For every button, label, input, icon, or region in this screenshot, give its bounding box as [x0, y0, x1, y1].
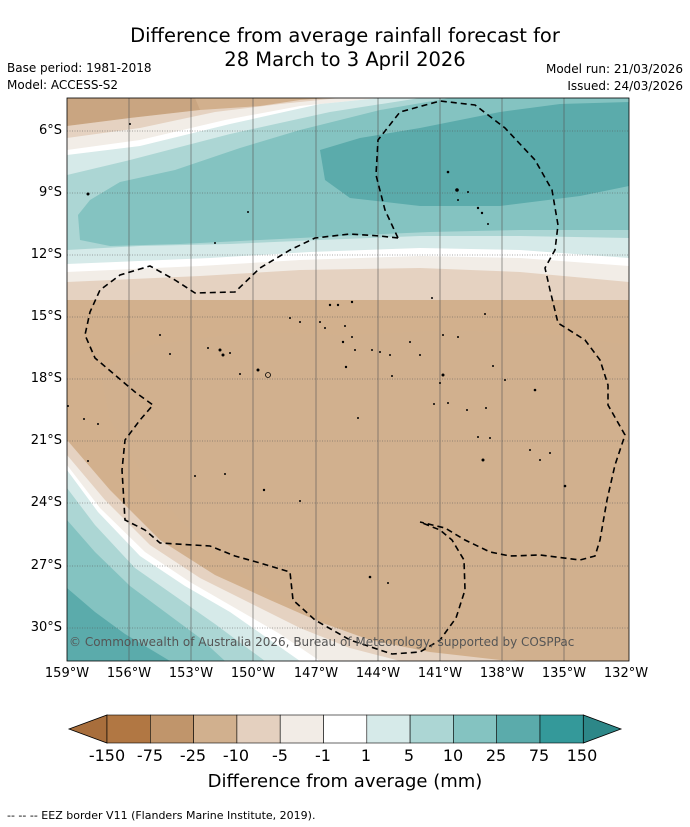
- colorbar-tick-label: -150: [88, 746, 126, 765]
- lon-label: 159°W: [44, 666, 90, 681]
- colorbar-tick-label: -10: [222, 746, 250, 765]
- colorbar-swatch: [409, 714, 454, 744]
- wet-band-south-4: [67, 588, 170, 661]
- colorbar-tick-label: -5: [272, 746, 288, 765]
- lon-label: 141°W: [417, 666, 463, 681]
- colorbar-swatch: [193, 714, 238, 744]
- colorbar-extend-low: [67, 714, 108, 744]
- lat-label: 21°S: [30, 433, 62, 448]
- model-name: Model: ACCESS-S2: [7, 78, 119, 92]
- lat-label: 6°S: [38, 123, 62, 138]
- lat-label: 30°S: [30, 620, 62, 635]
- islands: [67, 123, 567, 584]
- colorbar-swatch: [323, 714, 368, 744]
- colorbar-swatch: [106, 714, 151, 744]
- colorbar-tick-label: -75: [136, 746, 164, 765]
- colorbar-swatch: [496, 714, 541, 744]
- lat-label: 15°S: [30, 309, 62, 324]
- latitude-gridlines: [67, 130, 629, 629]
- lon-label: 135°W: [541, 666, 587, 681]
- copyright-notice: © Commonwealth of Australia 2026, Bureau…: [69, 635, 574, 649]
- atoll-outline: [265, 372, 271, 378]
- base-period: Base period: 1981-2018: [7, 61, 152, 75]
- colorbar-tick-label: -25: [179, 746, 207, 765]
- title-line-1: Difference from average rainfall forecas…: [130, 24, 560, 47]
- colorbar-tick-label: -1: [315, 746, 331, 765]
- colorbar-tick-label: 10: [442, 746, 464, 765]
- title-line-2: 28 March to 3 April 2026: [224, 48, 466, 71]
- colorbar-tick-label: 25: [485, 746, 507, 765]
- colorbar-title: Difference from average (mm): [207, 771, 483, 792]
- header-right: Model run: 21/03/2026 Issued: 24/03/2026: [546, 61, 683, 95]
- map-title: Difference from average rainfall forecas…: [0, 24, 690, 72]
- header-left: Base period: 1981-2018 Model: ACCESS-S2: [7, 60, 152, 94]
- lon-label: 144°W: [355, 666, 401, 681]
- colorbar-tick-label: 150: [566, 746, 598, 765]
- lat-label: 9°S: [38, 185, 62, 200]
- colorbar-extend-high: [582, 714, 623, 744]
- lon-label: 132°W: [603, 666, 649, 681]
- colorbar-swatch: [150, 714, 194, 744]
- eez-footnote: -- -- -- EEZ border V11 (Flanders Marine…: [7, 809, 316, 822]
- lon-label: 138°W: [479, 666, 525, 681]
- colorbar: [67, 714, 623, 744]
- colorbar-swatch: [279, 714, 324, 744]
- colorbar-swatch: [539, 714, 584, 744]
- issued-date: Issued: 24/03/2026: [567, 79, 683, 93]
- eez-borders: [84, 100, 626, 655]
- lat-label: 18°S: [30, 371, 62, 386]
- lat-label: 12°S: [30, 247, 62, 262]
- lat-label: 24°S: [30, 495, 62, 510]
- dry-tongue-northwest: [67, 98, 200, 126]
- map-frame: [66, 97, 630, 662]
- colorbar-swatch: [236, 714, 281, 744]
- lat-label: 27°S: [30, 558, 62, 573]
- colorbar-tick-label: 75: [528, 746, 550, 765]
- model-run: Model run: 21/03/2026: [545, 62, 683, 76]
- lon-label: 153°W: [168, 666, 214, 681]
- longitude-gridlines: [128, 98, 565, 661]
- colorbar-tick-label: 1: [360, 746, 372, 765]
- lon-label: 150°W: [230, 666, 276, 681]
- dry-anomaly-core: [100, 330, 629, 661]
- wet-anomaly-25-75mm: [320, 102, 629, 206]
- colorbar-tick-label: 5: [403, 746, 415, 765]
- rainfall-contour-field: © Commonwealth of Australia 2026, Bureau…: [67, 98, 629, 661]
- colorbar-swatch: [453, 714, 497, 744]
- colorbar-swatch: [366, 714, 411, 744]
- lon-label: 147°W: [293, 666, 339, 681]
- lon-label: 156°W: [106, 666, 152, 681]
